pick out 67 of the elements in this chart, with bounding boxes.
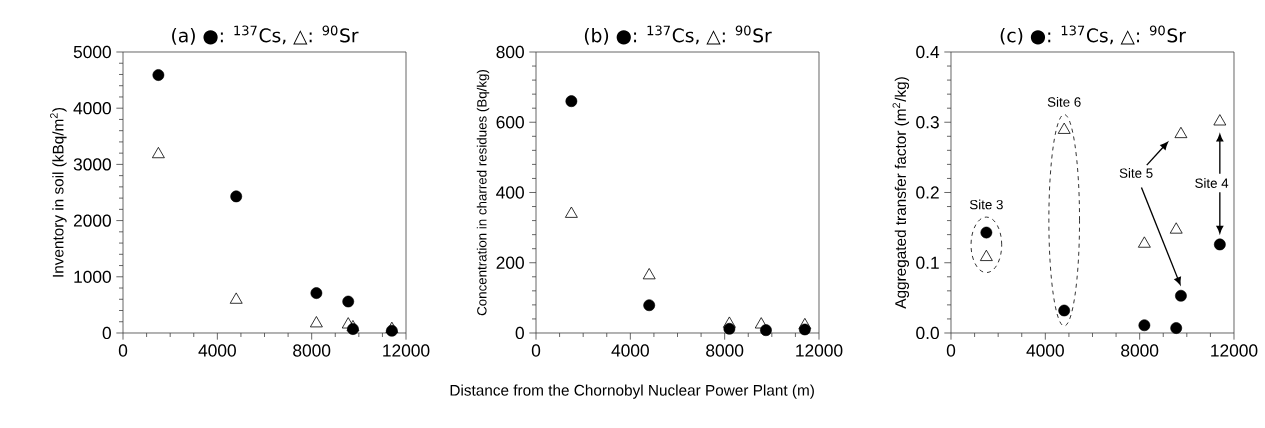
- x-tick-label: 0: [946, 344, 956, 357]
- point: [642, 268, 656, 280]
- point: [309, 316, 323, 328]
- x-tick-label: 12000: [1211, 344, 1258, 357]
- point: [564, 206, 578, 218]
- y-tick-label: 600: [496, 116, 524, 129]
- point: [1169, 222, 1183, 234]
- y-tick-label: 4000: [73, 102, 111, 115]
- x-tick-label: 4000: [198, 344, 236, 357]
- x-tick-label: 0: [118, 344, 128, 357]
- x-tick-label: 8000: [1121, 344, 1159, 357]
- y-axis-title: Concentration in charred residues (Bq/kg): [476, 69, 490, 316]
- x-axis-title: Distance from the Chornobyl Nuclear Power Plant (m): [450, 384, 814, 399]
- x-tick-label: 12000: [383, 344, 430, 357]
- annotation: Site 5: [1119, 168, 1153, 178]
- y-tick-label: 0.0: [916, 326, 939, 340]
- y-tick-label: 3000: [73, 158, 111, 171]
- point: [1138, 319, 1151, 332]
- point: [230, 190, 243, 203]
- point: [152, 69, 165, 81]
- y-tick-label: 2000: [73, 214, 111, 227]
- annotation: Site 6: [1047, 96, 1081, 107]
- point: [341, 317, 355, 329]
- chart-title: (a) ●: $^{137}$Cs, △: $^{90}$Sr: [172, 25, 359, 45]
- point: [1213, 238, 1226, 251]
- point: [1170, 322, 1183, 334]
- y-tick-label: 5000: [73, 45, 111, 59]
- y-axis-title: Aggregated transfer factor (m$^{2}$/kg): [892, 77, 910, 309]
- point: [754, 317, 768, 329]
- point: [310, 287, 323, 299]
- y-tick-label: 0.1: [916, 256, 939, 269]
- x-tick-label: 4000: [1026, 344, 1064, 357]
- y-tick-label: 200: [496, 256, 524, 269]
- point: [798, 317, 812, 330]
- point: [1058, 304, 1071, 317]
- y-tick-label: 0.4: [916, 45, 940, 59]
- point: [722, 316, 736, 328]
- y-tick-label: 800: [496, 45, 524, 59]
- y-tick-label: 0: [515, 326, 524, 340]
- annotation: Site 4: [1195, 178, 1229, 188]
- chart-title: (b) ●: $^{137}$Cs, △: $^{90}$Sr: [584, 25, 772, 45]
- point: [1213, 114, 1227, 126]
- x-tick-label: 0: [531, 344, 541, 357]
- point: [1174, 126, 1188, 139]
- point: [385, 321, 399, 333]
- point: [229, 292, 243, 304]
- point: [1137, 236, 1151, 248]
- y-tick-label: 400: [496, 186, 524, 199]
- point: [1057, 122, 1071, 134]
- y-tick-label: 1000: [74, 270, 111, 283]
- point: [342, 295, 355, 308]
- point: [1175, 289, 1187, 302]
- y-tick-label: 0: [102, 326, 111, 340]
- x-tick-label: 4000: [611, 344, 649, 357]
- x-tick-label: 12000: [796, 344, 843, 357]
- x-tick-label: 8000: [706, 344, 744, 357]
- chart-title: (c) ●: $^{137}$Cs, △: $^{90}$Sr: [1000, 25, 1186, 45]
- point: [980, 226, 993, 239]
- annotation: Site 3: [969, 199, 1003, 210]
- point: [643, 299, 656, 312]
- y-axis-title: Inventory in soil (kBq/m$^{2}$): [50, 107, 67, 277]
- point: [565, 95, 578, 108]
- point: [151, 146, 165, 159]
- point: [979, 249, 993, 261]
- y-tick-label: 0.2: [916, 186, 939, 199]
- x-tick-label: 8000: [293, 344, 331, 357]
- y-tick-label: 0.3: [916, 116, 939, 129]
